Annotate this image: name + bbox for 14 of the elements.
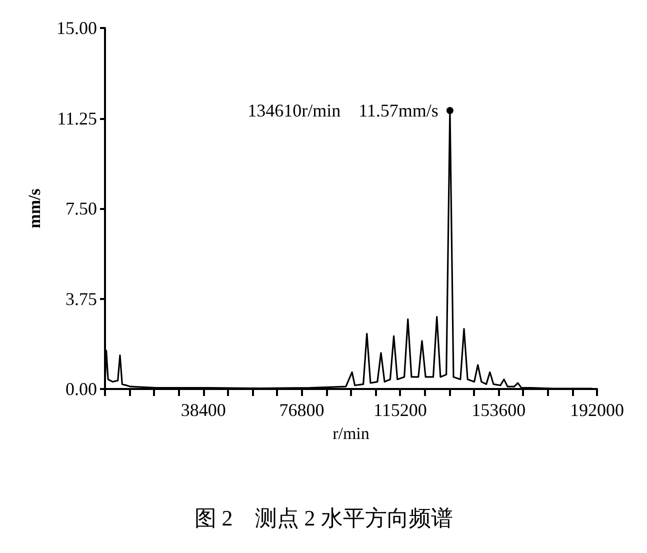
x-tick-label: 115200 xyxy=(374,400,427,420)
y-tick-label: 0.00 xyxy=(66,379,97,399)
x-axis-title: r/min xyxy=(332,424,370,443)
y-tick-label: 7.50 xyxy=(66,198,97,218)
x-tick-label: 76800 xyxy=(279,400,324,420)
x-tick-label: 192000 xyxy=(570,400,624,420)
annotation: 134610r/min 11.57mm/s xyxy=(248,100,438,121)
x-tick-label: 153600 xyxy=(472,400,526,420)
y-axis-title: mm/s xyxy=(25,188,44,228)
x-tick-label: 38400 xyxy=(180,400,226,420)
caption: 图 2 测点 2 水平方向频谱 xyxy=(194,506,453,530)
y-tick-label: 3.75 xyxy=(66,288,97,309)
y-tick-label: 11.25 xyxy=(57,108,97,128)
y-tick-label: 15.00 xyxy=(56,18,97,38)
